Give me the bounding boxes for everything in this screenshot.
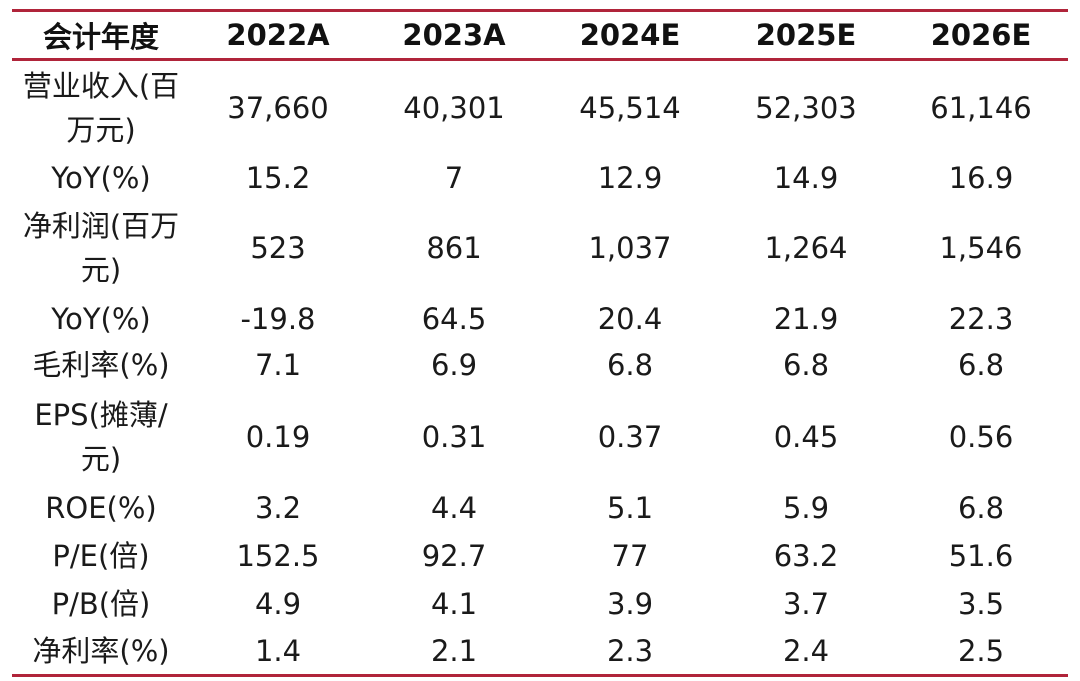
table-row: YoY(%) 15.2 7 12.9 14.9 16.9 <box>12 156 1068 201</box>
table-cell: 45,514 <box>579 91 681 126</box>
row-label: P/E(倍) <box>52 539 150 573</box>
table-cell: 3.5 <box>957 587 1005 621</box>
financial-forecast-table-container: 会计年度 2022A 2023A 2024E 2025E 2026E 营业收入(… <box>12 9 1068 677</box>
table-cell: 2.4 <box>718 627 894 677</box>
table-cell: 1.4 <box>190 627 366 677</box>
row-label: YoY(%) <box>51 301 151 336</box>
row-label: P/B(倍) <box>51 587 151 621</box>
row-label: ROE(%) <box>45 491 157 525</box>
row-label: 净利率(%) <box>12 627 190 677</box>
table-cell: 61,146 <box>930 91 1032 126</box>
table-cell: -19.8 <box>240 301 316 336</box>
row-label: YoY(%) <box>51 161 151 195</box>
row-label: 营业收入(百万元) <box>22 69 180 148</box>
table-cell: 861 <box>426 231 482 265</box>
table-cell: 14.9 <box>773 161 839 195</box>
table-cell: 4.9 <box>254 587 302 621</box>
table-row: 净利率(%) 1.4 2.1 2.3 2.4 2.5 <box>12 627 1068 677</box>
financial-forecast-table: 会计年度 2022A 2023A 2024E 2025E 2026E 营业收入(… <box>12 9 1068 677</box>
table-cell: 4.4 <box>430 491 478 525</box>
table-cell: 52,303 <box>755 91 857 126</box>
header-cell-2024e: 2024E <box>542 9 718 61</box>
row-label: 毛利率(%) <box>32 348 170 382</box>
table-cell: 0.37 <box>597 419 663 454</box>
table-cell: 77 <box>611 539 649 573</box>
table-row: 营业收入(百万元) 37,660 40,301 45,514 52,303 61… <box>12 60 1068 156</box>
table-cell: 152.5 <box>236 539 320 573</box>
table-cell: 2.1 <box>366 627 542 677</box>
table-row: ROE(%) 3.2 4.4 5.1 5.9 6.8 <box>12 485 1068 532</box>
table-cell: 12.9 <box>597 161 663 195</box>
table-cell: 0.56 <box>948 419 1014 454</box>
header-cell-2023a: 2023A <box>366 9 542 61</box>
table-cell: 92.7 <box>421 539 487 573</box>
table-cell: 16.9 <box>948 161 1014 195</box>
table-row: P/B(倍) 4.9 4.1 3.9 3.7 3.5 <box>12 581 1068 628</box>
header-cell-2026e: 2026E <box>894 9 1068 61</box>
table-cell: 3.9 <box>606 587 654 621</box>
row-label: EPS(摊薄/元) <box>34 397 168 476</box>
table-cell: 6.8 <box>782 348 830 382</box>
table-cell: 22.3 <box>948 301 1014 336</box>
table-cell: 63.2 <box>773 539 839 573</box>
table-cell: 2.3 <box>542 627 718 677</box>
table-cell: 0.45 <box>773 419 839 454</box>
table-cell: 3.7 <box>782 587 830 621</box>
table-cell: 0.19 <box>245 419 311 454</box>
header-cell-2022a: 2022A <box>190 9 366 61</box>
table-cell: 7.1 <box>254 348 302 382</box>
table-cell: 5.1 <box>606 491 654 525</box>
table-cell: 37,660 <box>227 91 329 126</box>
table-row: 净利润(百万元) 523 861 1,037 1,264 1,546 <box>12 201 1068 296</box>
table-cell: 64.5 <box>421 301 487 336</box>
table-cell: 6.9 <box>430 348 478 382</box>
header-cell-year-label: 会计年度 <box>12 9 190 61</box>
table-cell: 20.4 <box>597 301 663 336</box>
table-cell: 21.9 <box>773 301 839 336</box>
header-row: 会计年度 2022A 2023A 2024E 2025E 2026E <box>12 9 1068 61</box>
table-row: EPS(摊薄/元) 0.19 0.31 0.37 0.45 0.56 <box>12 389 1068 485</box>
table-cell: 1,037 <box>588 231 672 265</box>
table-cell: 5.9 <box>782 491 830 525</box>
table-cell: 6.8 <box>957 491 1005 525</box>
table-cell: 2.5 <box>894 627 1068 677</box>
table-cell: 4.1 <box>430 587 478 621</box>
table-cell: 6.8 <box>606 348 654 382</box>
table-cell: 523 <box>250 231 306 265</box>
table-row: P/E(倍) 152.5 92.7 77 63.2 51.6 <box>12 532 1068 581</box>
table-cell: 6.8 <box>957 348 1005 382</box>
table-cell: 1,546 <box>939 231 1023 265</box>
table-cell: 3.2 <box>254 491 302 525</box>
table-cell: 51.6 <box>948 539 1014 573</box>
table-cell: 7 <box>444 161 464 195</box>
table-cell: 15.2 <box>245 161 311 195</box>
header-cell-2025e: 2025E <box>718 9 894 61</box>
table-body: 营业收入(百万元) 37,660 40,301 45,514 52,303 61… <box>12 60 1068 677</box>
table-cell: 40,301 <box>403 91 505 126</box>
table-header: 会计年度 2022A 2023A 2024E 2025E 2026E <box>12 9 1068 61</box>
table-cell: 0.31 <box>421 419 487 454</box>
row-label: 净利润(百万元) <box>22 209 180 287</box>
table-cell: 1,264 <box>764 231 848 265</box>
table-row: YoY(%) -19.8 64.5 20.4 21.9 22.3 <box>12 296 1068 342</box>
table-row: 毛利率(%) 7.1 6.9 6.8 6.8 6.8 <box>12 342 1068 389</box>
